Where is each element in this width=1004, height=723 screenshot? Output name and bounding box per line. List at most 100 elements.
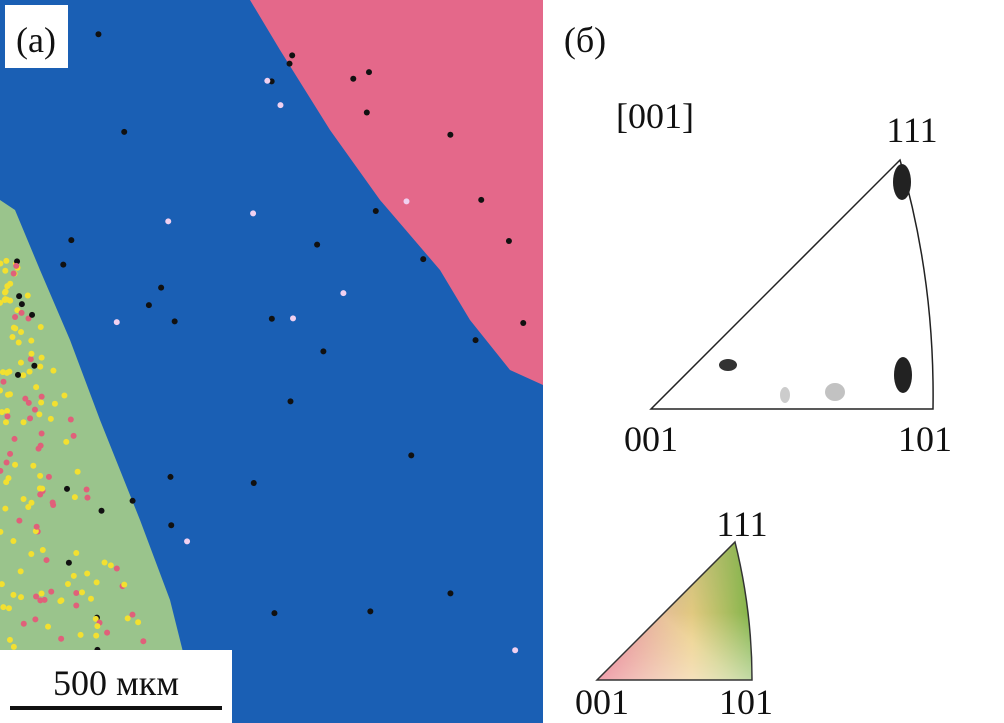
speckle — [1, 297, 8, 304]
speckle — [472, 337, 479, 344]
speckle — [20, 372, 27, 379]
speckle — [505, 237, 512, 244]
speckle — [58, 597, 65, 604]
speckle — [7, 297, 14, 304]
speckle — [38, 430, 45, 437]
speckle — [47, 415, 54, 422]
speckle — [268, 78, 275, 85]
speckle — [22, 395, 29, 402]
speckle — [94, 623, 101, 630]
speckle — [27, 415, 34, 422]
speckle — [93, 632, 100, 639]
speckle — [6, 368, 13, 375]
speckle — [420, 256, 427, 263]
speckle — [4, 407, 11, 414]
speckle — [39, 485, 46, 492]
speckle — [121, 581, 128, 588]
speckle — [5, 605, 12, 612]
speckle — [17, 594, 24, 601]
speckle — [165, 218, 172, 225]
speckle — [2, 505, 9, 512]
speckle — [28, 499, 35, 506]
speckle — [73, 602, 80, 609]
speckle — [264, 77, 271, 84]
speckle — [363, 109, 370, 116]
speckle — [35, 445, 42, 452]
speckle — [7, 391, 14, 398]
speckle — [372, 207, 379, 214]
speckle — [7, 450, 14, 457]
speckle — [0, 387, 4, 394]
speckle — [28, 337, 35, 344]
speckle — [0, 467, 4, 474]
speckle — [61, 392, 68, 399]
speckle — [3, 479, 10, 486]
speckle — [0, 528, 4, 535]
speckle — [20, 419, 27, 426]
speckle — [3, 257, 10, 264]
speckle — [0, 299, 4, 306]
speckle — [12, 313, 19, 320]
speckle — [31, 406, 38, 413]
speckle — [37, 597, 44, 604]
color-key — [597, 542, 752, 680]
speckle — [36, 411, 43, 418]
speckle — [20, 496, 27, 503]
orientation-map: (а) 500 мкм — [0, 0, 543, 723]
speckle — [14, 371, 21, 378]
speckle — [32, 616, 39, 623]
speckle — [12, 325, 19, 332]
speckle — [50, 367, 57, 374]
speckle — [29, 311, 36, 318]
speckle — [48, 588, 55, 595]
speckle — [70, 432, 77, 439]
vertex-label: 101 — [719, 682, 773, 722]
speckle — [26, 368, 33, 375]
pink-grain — [250, 0, 543, 385]
speckle — [25, 503, 32, 510]
vertex-label: 111 — [886, 110, 937, 150]
speckle — [1, 289, 8, 296]
speckle — [145, 302, 152, 309]
speckle — [104, 629, 111, 636]
pole-figure-panel: (б) [001] 111 001 101 111 001 101 — [564, 20, 952, 722]
speckle — [0, 604, 7, 611]
speckle — [129, 611, 136, 618]
speckle — [11, 435, 18, 442]
speckle — [38, 354, 45, 361]
speckle — [512, 647, 519, 654]
vertex-label: 001 — [624, 419, 678, 459]
pole-figure-triangle — [649, 158, 934, 410]
speckle — [38, 399, 45, 406]
speckle — [403, 198, 410, 205]
speckle — [13, 262, 20, 269]
speckle — [37, 324, 44, 331]
panel-label: (б) — [564, 20, 606, 60]
speckle — [68, 237, 75, 244]
speckle — [135, 619, 142, 626]
speckle — [33, 593, 40, 600]
speckle — [45, 623, 52, 630]
speckle — [38, 393, 45, 400]
speckle — [350, 75, 357, 82]
speckle — [37, 491, 44, 498]
speckle — [77, 631, 84, 638]
speckle — [84, 570, 91, 577]
speckle — [31, 362, 38, 369]
speckle — [10, 591, 17, 598]
speckle — [50, 501, 57, 508]
speckle — [124, 615, 131, 622]
speckle — [33, 523, 40, 530]
speckle — [45, 473, 52, 480]
speckle — [98, 507, 105, 514]
speckle — [70, 572, 77, 579]
speckle — [277, 102, 284, 109]
speckle — [39, 547, 46, 554]
speckle — [43, 557, 50, 564]
pole-density — [825, 383, 845, 401]
speckle — [0, 581, 5, 588]
speckle — [10, 643, 17, 650]
speckle — [2, 267, 9, 274]
vertex-label: 101 — [898, 419, 952, 459]
speckle — [268, 315, 275, 322]
